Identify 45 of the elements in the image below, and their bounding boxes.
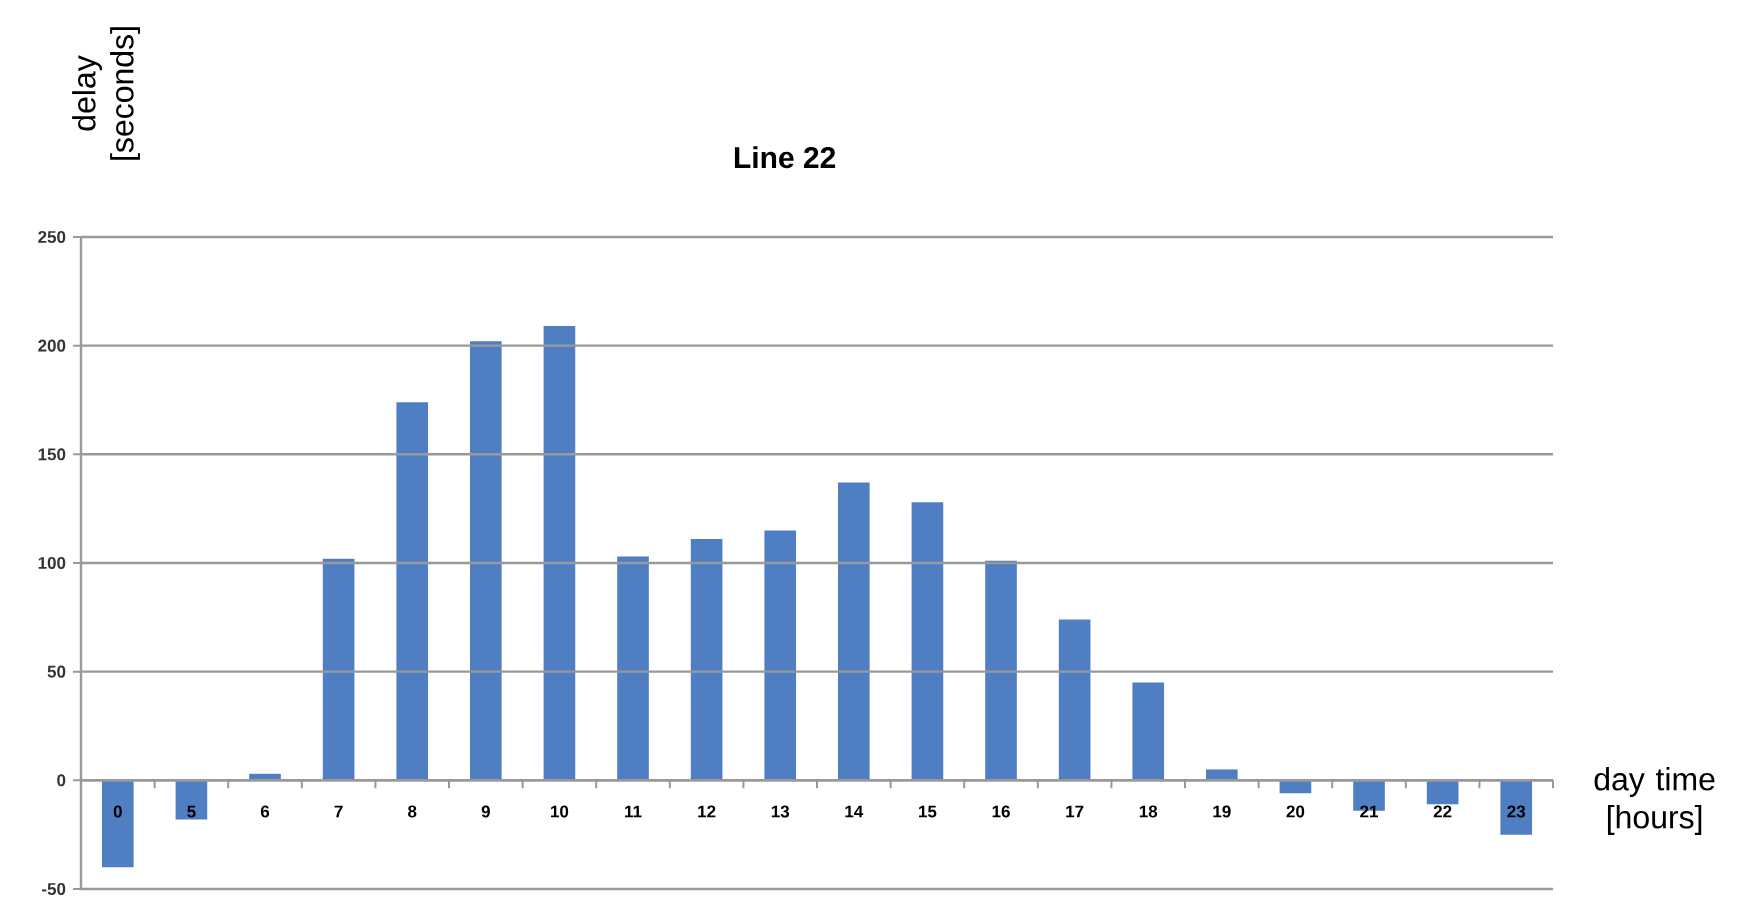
bar: [1426, 780, 1459, 805]
y-tick-label: 50: [47, 665, 66, 678]
x-tick-label: 19: [1213, 805, 1231, 818]
x-tick-label: 18: [1139, 805, 1158, 818]
y-tick-label: 100: [38, 556, 66, 569]
x-tick-label: 10: [551, 805, 569, 818]
bar: [690, 539, 723, 781]
x-tick-label: 20: [1286, 805, 1305, 818]
x-tick-label: 23: [1507, 805, 1526, 818]
bar: [1206, 769, 1238, 781]
bar: [1132, 682, 1165, 781]
x-axis-title: day time [hours]: [1594, 767, 1715, 835]
bar: [543, 326, 576, 781]
x-tick-label: 6: [260, 805, 270, 818]
bar: [1500, 780, 1533, 835]
x-tick-label: 13: [771, 805, 790, 818]
y-tick-label: 0: [57, 774, 66, 787]
bar: [985, 560, 1017, 781]
x-tick-label: 16: [992, 805, 1010, 818]
x-tick-label: 7: [334, 805, 343, 818]
x-tick-label: 9: [481, 805, 490, 818]
y-tick-label: 250: [38, 230, 66, 243]
x-tick-label: 11: [625, 805, 642, 818]
bar: [101, 780, 134, 868]
bar: [617, 556, 649, 781]
x-tick-label: 5: [187, 805, 196, 818]
x-tick-label: 8: [408, 805, 417, 818]
bar: [1058, 619, 1091, 781]
bar: [911, 502, 944, 781]
bar: [469, 341, 502, 781]
y-axis-title: delay [seconds]: [72, 27, 140, 160]
bar: [764, 530, 797, 781]
x-tick-label: 12: [698, 805, 716, 818]
chart-title: Line 22: [734, 146, 836, 169]
x-tick-label: 22: [1433, 805, 1452, 818]
bar: [837, 482, 870, 781]
y-tick-label: 200: [38, 339, 66, 352]
x-tick-label: 15: [919, 805, 937, 818]
y-tick-label: 150: [38, 448, 66, 461]
x-tick-label: 14: [845, 805, 864, 818]
y-tick-label: -50: [42, 882, 66, 895]
x-tick-label: 0: [113, 805, 122, 818]
bar: [322, 558, 355, 781]
x-tick-label: 17: [1066, 805, 1084, 818]
bar: [396, 402, 429, 781]
